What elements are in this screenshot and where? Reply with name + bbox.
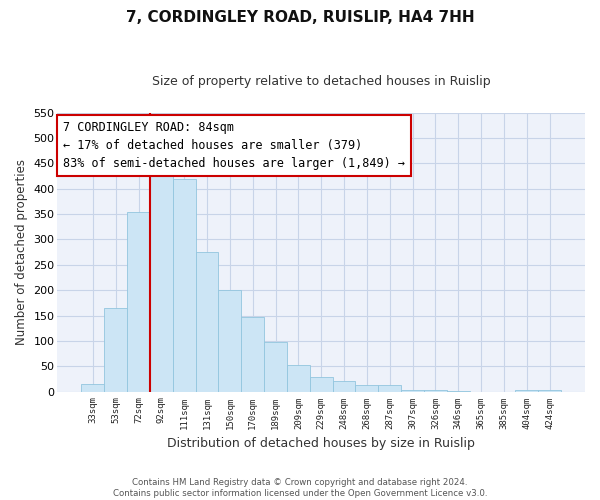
Bar [150, 176, 173, 392]
Bar [287, 364, 310, 392]
Bar [82, 384, 104, 392]
Title: Size of property relative to detached houses in Ruislip: Size of property relative to detached ho… [152, 75, 491, 88]
Bar [127, 212, 150, 392]
Bar [310, 378, 332, 392]
Y-axis label: Number of detached properties: Number of detached properties [15, 159, 28, 345]
Bar [515, 390, 538, 392]
Text: 7 CORDINGLEY ROAD: 84sqm
← 17% of detached houses are smaller (379)
83% of semi-: 7 CORDINGLEY ROAD: 84sqm ← 17% of detach… [63, 121, 405, 170]
Bar [424, 390, 447, 392]
Bar [104, 308, 127, 392]
Bar [173, 178, 196, 392]
X-axis label: Distribution of detached houses by size in Ruislip: Distribution of detached houses by size … [167, 437, 475, 450]
Bar [241, 316, 264, 392]
Text: 7, CORDINGLEY ROAD, RUISLIP, HA4 7HH: 7, CORDINGLEY ROAD, RUISLIP, HA4 7HH [125, 10, 475, 25]
Bar [447, 390, 470, 392]
Bar [264, 342, 287, 392]
Text: Contains HM Land Registry data © Crown copyright and database right 2024.
Contai: Contains HM Land Registry data © Crown c… [113, 478, 487, 498]
Bar [196, 252, 218, 392]
Bar [218, 290, 241, 392]
Bar [538, 390, 561, 392]
Bar [379, 385, 401, 392]
Bar [401, 390, 424, 392]
Bar [332, 382, 355, 392]
Bar [355, 385, 379, 392]
